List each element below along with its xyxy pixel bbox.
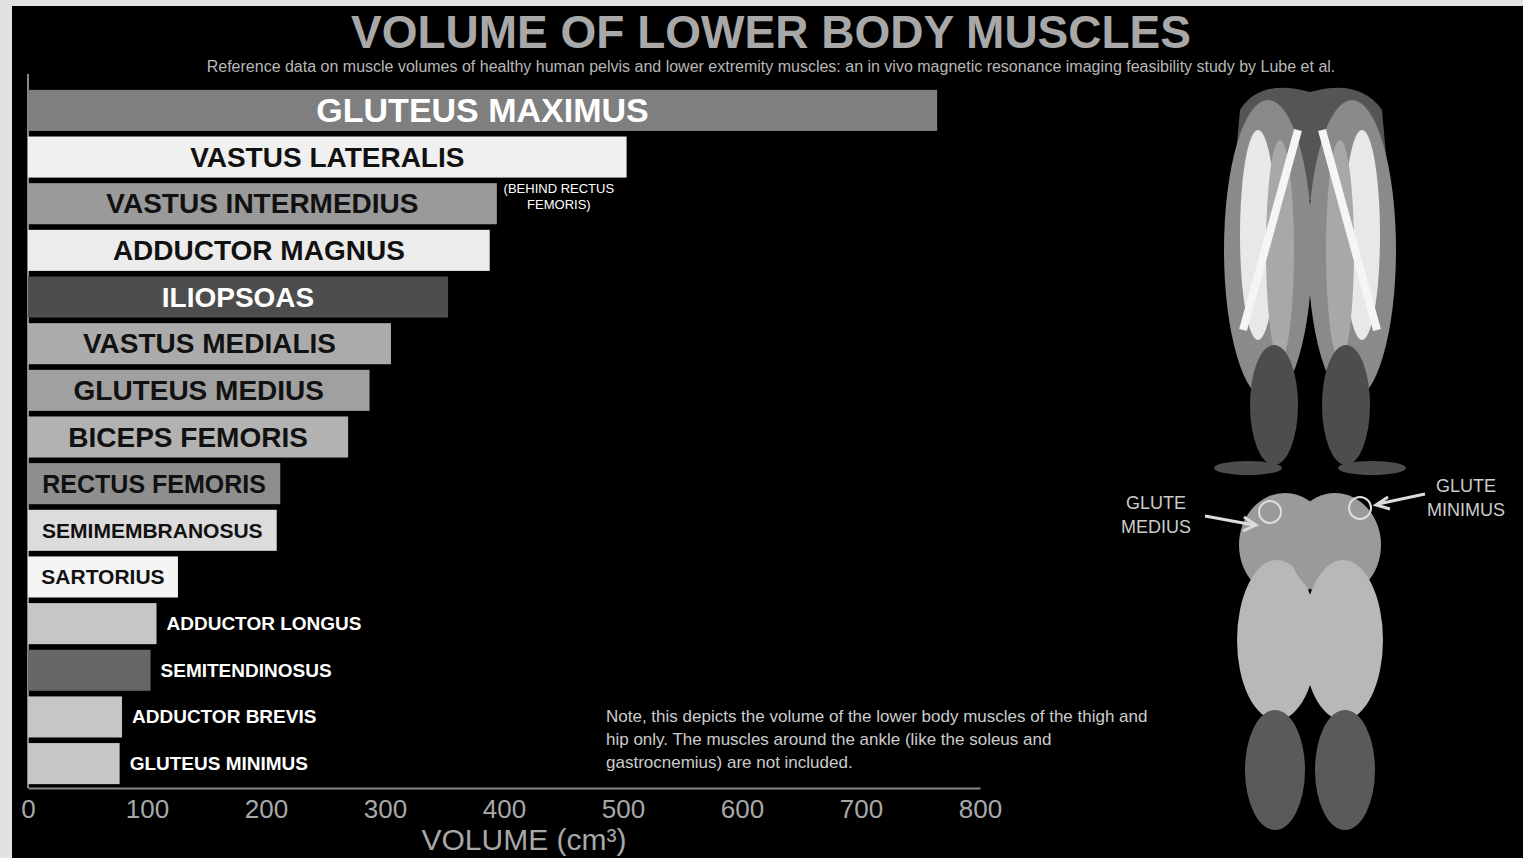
category-label: BICEPS FEMORIS (68, 422, 308, 453)
category-label: RECTUS FEMORIS (42, 470, 266, 498)
x-tick-label: 700 (840, 794, 883, 824)
x-tick: 200 (245, 788, 288, 824)
bar (28, 183, 497, 224)
sartorius-shape (1243, 130, 1298, 330)
bar (28, 323, 391, 364)
x-tick-label: 200 (245, 794, 288, 824)
lower-leg (1322, 345, 1370, 465)
bar (28, 696, 122, 737)
figure-label: GLUTEMEDIUS (1121, 493, 1191, 537)
figure-label: GLUTEMINIMUS (1427, 476, 1505, 520)
bar (28, 743, 120, 784)
category-label: SEMITENDINOSUS (161, 660, 332, 681)
category-label: ADDUCTOR BREVIS (132, 706, 316, 727)
x-tick-label: 400 (483, 794, 526, 824)
bar (28, 510, 277, 551)
bar (28, 556, 178, 597)
x-tick: 0 (21, 788, 35, 824)
bar (28, 416, 348, 457)
x-tick-label: 0 (21, 794, 35, 824)
category-label: SEMIMEMBRANOSUS (42, 519, 263, 542)
category-label: ILIOPSOAS (162, 282, 314, 313)
bar (28, 90, 937, 131)
category-label: SARTORIUS (41, 565, 164, 588)
x-tick: 300 (364, 788, 407, 824)
x-axis: 0 100 200 300 400 500 600 700 800 (21, 788, 1002, 824)
x-axis-line (29, 788, 981, 790)
x-tick-label: 500 (602, 794, 645, 824)
category-label: GLUTEUS MEDIUS (74, 375, 324, 406)
x-tick: 100 (126, 788, 169, 824)
x-tick-label: 100 (126, 794, 169, 824)
x-tick: 500 (602, 788, 645, 824)
x-axis-title: VOLUME (cm³) (422, 823, 627, 856)
bar (28, 276, 448, 317)
x-tick-label: 600 (721, 794, 764, 824)
arrowhead (1376, 497, 1390, 509)
bar (28, 230, 490, 271)
chart-svg: VOLUME OF LOWER BODY MUSCLESReference da… (0, 0, 1523, 858)
bar (28, 650, 151, 691)
marker-circle (1259, 501, 1281, 523)
x-tick-label: 300 (364, 794, 407, 824)
bar-labels: GLUTEUS MAXIMUS VASTUS LATERALIS VASTUS IN… (41, 91, 648, 774)
anatomy-figure (1205, 88, 1425, 830)
category-label: VASTUS LATERALIS (190, 142, 464, 173)
x-tick: 400 (483, 788, 526, 824)
bar (28, 370, 370, 411)
title: VOLUME OF LOWER BODY MUSCLES (351, 6, 1191, 58)
x-tick: 800 (959, 788, 1002, 824)
foot (1338, 461, 1406, 475)
calf-shape (1245, 710, 1305, 830)
foot (1214, 461, 1282, 475)
note: Note, this depicts the volume of the low… (606, 707, 1147, 772)
category-label: GLUTEUS MINIMUS (130, 753, 308, 774)
bar (28, 463, 280, 504)
marker-circle (1349, 497, 1371, 519)
hamstring-shape (1303, 560, 1383, 720)
category-label: ADDUCTOR MAGNUS (113, 235, 405, 266)
sartorius-shape (1322, 130, 1377, 330)
category-label: ADDUCTOR LONGUS (167, 613, 362, 634)
bars (28, 90, 937, 784)
x-tick: 600 (721, 788, 764, 824)
category-label: VASTUS MEDIALIS (83, 328, 336, 359)
bar (28, 603, 157, 644)
subtitle: Reference data on muscle volumes of heal… (207, 58, 1336, 75)
calf-shape (1315, 710, 1375, 830)
x-tick-label: 800 (959, 794, 1002, 824)
category-label: GLUTEUS MAXIMUS (316, 91, 648, 129)
annotation: (BEHIND RECTUSFEMORIS) (504, 181, 615, 212)
lower-leg (1250, 345, 1298, 465)
background (12, 6, 1523, 858)
x-tick: 700 (840, 788, 883, 824)
category-label: VASTUS INTERMEDIUS (106, 188, 418, 219)
bar (28, 137, 627, 178)
arrowhead (1243, 517, 1256, 531)
